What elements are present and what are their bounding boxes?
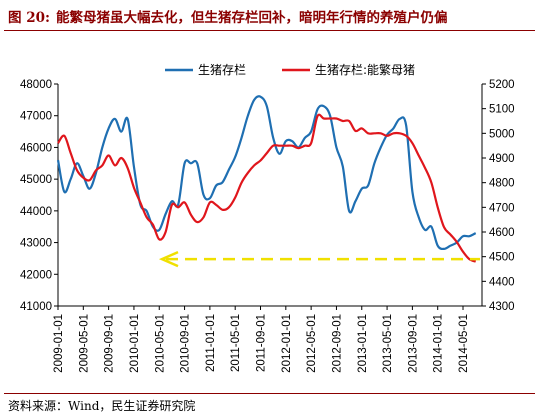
left-tick-label: 42000	[20, 269, 52, 281]
x-tick-label: 2014-01-01	[433, 314, 445, 373]
chart-annotation	[158, 250, 480, 268]
source-divider	[4, 393, 535, 394]
x-tick-label: 2012-09-01	[331, 314, 343, 373]
x-tick-label: 2009-05-01	[78, 314, 90, 373]
left-tick-label: 46000	[20, 142, 52, 154]
title-divider	[4, 30, 535, 31]
x-tick-label: 2013-01-01	[357, 314, 369, 373]
x-tick-label: 2011-05-01	[230, 314, 242, 372]
source-note: 资料来源：Wind，民生证券研究院	[8, 399, 196, 413]
x-tick-label: 2012-05-01	[306, 314, 318, 373]
chart-legend: 生猪存栏 生猪存栏:能繁母猪	[165, 62, 415, 77]
figure-title-text: 能繁母猪虽大幅去化，但生猪存栏回补，暗明年行情的养殖户仍偏	[55, 10, 448, 26]
legend-label: 生猪存栏:能繁母猪	[315, 62, 415, 77]
x-tick-label: 2010-05-01	[154, 314, 166, 373]
right-tick-label: 4500	[489, 252, 515, 264]
x-tick-label: 2009-09-01	[104, 314, 116, 373]
right-tick-label: 4700	[489, 202, 515, 214]
left-tick-label: 41000	[20, 301, 52, 313]
left-tick-label: 44000	[20, 206, 52, 218]
annotation-arrow-head	[158, 250, 179, 268]
right-tick-label: 4900	[489, 153, 515, 165]
right-tick-label: 5100	[489, 104, 515, 116]
x-tick-label: 2013-09-01	[407, 314, 419, 373]
x-tick-label: 2010-09-01	[180, 314, 192, 373]
left-tick-label: 45000	[20, 174, 52, 186]
chart-axes: 48000 47000 46000 45000 44000 43000 42000 41000…	[20, 79, 515, 373]
left-tick-label: 48000	[20, 79, 52, 91]
x-tick-label: 2012-01-01	[281, 314, 293, 373]
left-tick-label: 43000	[20, 238, 52, 250]
x-tick-label: 2013-05-01	[382, 314, 394, 373]
x-tick-label: 2011-09-01	[256, 314, 268, 372]
right-tick-label: 4300	[489, 301, 515, 313]
x-tick-label: 2010-01-01	[129, 314, 141, 373]
chart-lines	[56, 95, 477, 263]
series-line-hog-to-sow-ratio	[57, 113, 477, 263]
right-tick-label: 5000	[489, 128, 515, 140]
x-tick-label: 2009-01-01	[53, 314, 65, 373]
x-tick-label: 2014-05-01	[458, 314, 470, 373]
legend-label: 生猪存栏	[198, 62, 246, 77]
right-tick-label: 4600	[489, 227, 515, 239]
figure-title: 图 20: 能繁母猪虽大幅去化，但生猪存栏回补，暗明年行情的养殖户仍偏	[8, 6, 533, 30]
x-tick-label: 2011-01-01	[205, 314, 217, 372]
right-tick-label: 4800	[489, 178, 515, 190]
left-tick-label: 47000	[20, 111, 52, 123]
right-tick-label: 5200	[489, 79, 515, 91]
figure-number: 图 20:	[8, 10, 50, 26]
right-tick-label: 4400	[489, 276, 515, 288]
series-line-hog-inventory	[56, 95, 477, 251]
